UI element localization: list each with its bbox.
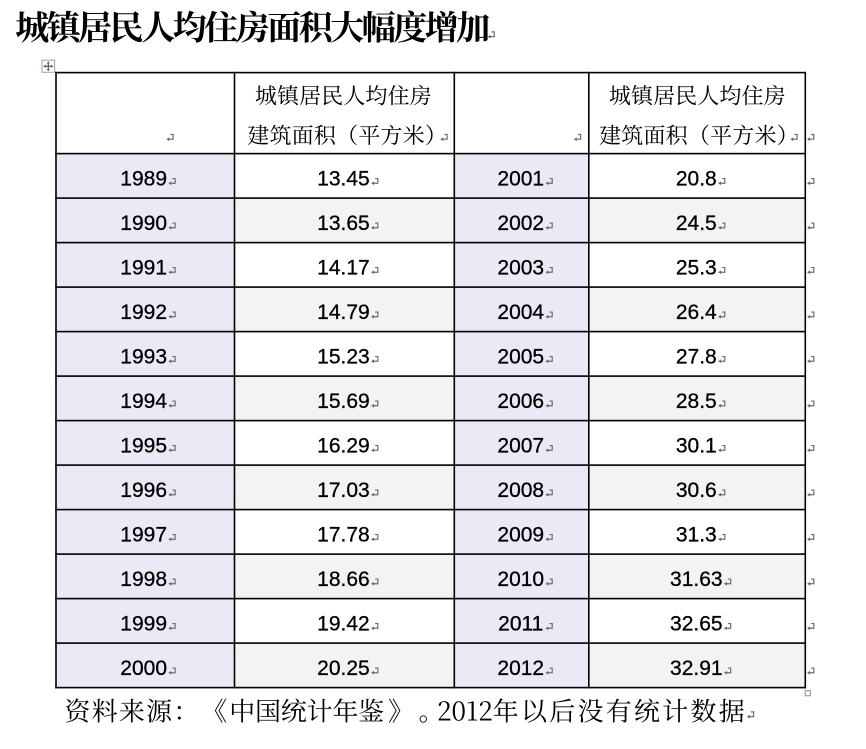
svg-text:13.65: 13.65 <box>317 212 370 235</box>
svg-text:1996: 1996 <box>120 479 167 502</box>
svg-text:2007: 2007 <box>497 435 544 458</box>
svg-text:1991: 1991 <box>120 257 167 280</box>
svg-text:17.03: 17.03 <box>317 479 370 502</box>
svg-text:1992: 1992 <box>120 301 167 324</box>
svg-text:14.17: 14.17 <box>317 257 370 280</box>
svg-text:16.29: 16.29 <box>317 435 370 458</box>
svg-text:32.65: 32.65 <box>670 613 723 636</box>
svg-text:1995: 1995 <box>120 435 167 458</box>
svg-text:27.8: 27.8 <box>676 346 717 369</box>
svg-text:2010: 2010 <box>497 568 544 591</box>
svg-text:17.78: 17.78 <box>317 524 370 547</box>
svg-text:19.42: 19.42 <box>317 613 370 636</box>
svg-text:2009: 2009 <box>497 524 544 547</box>
svg-text:31.3: 31.3 <box>676 524 717 547</box>
svg-text:2005: 2005 <box>497 346 544 369</box>
svg-text:28.5: 28.5 <box>676 390 717 413</box>
svg-text:2012: 2012 <box>497 657 544 680</box>
svg-text:32.91: 32.91 <box>670 657 723 680</box>
svg-text:26.4: 26.4 <box>676 301 717 324</box>
svg-text:15.69: 15.69 <box>317 390 370 413</box>
svg-text:1994: 1994 <box>120 390 167 413</box>
svg-text:25.3: 25.3 <box>676 257 717 280</box>
svg-text:1993: 1993 <box>120 346 167 369</box>
svg-text:2003: 2003 <box>497 257 544 280</box>
svg-text:2011: 2011 <box>498 613 543 636</box>
svg-text:30.6: 30.6 <box>676 479 717 502</box>
svg-text:20.8: 20.8 <box>676 168 717 191</box>
svg-text:2004: 2004 <box>497 301 544 324</box>
svg-text:14.79: 14.79 <box>317 301 370 324</box>
svg-text:1990: 1990 <box>120 212 167 235</box>
svg-text:2001: 2001 <box>497 168 544 191</box>
svg-text:1997: 1997 <box>120 524 167 547</box>
svg-text:2008: 2008 <box>497 479 544 502</box>
svg-text:18.66: 18.66 <box>317 568 370 591</box>
svg-text:1989: 1989 <box>120 168 167 191</box>
svg-text:1999: 1999 <box>120 613 167 636</box>
svg-text:13.45: 13.45 <box>317 168 370 191</box>
svg-text:20.25: 20.25 <box>317 657 370 680</box>
svg-text:15.23: 15.23 <box>317 346 370 369</box>
svg-text:30.1: 30.1 <box>676 435 717 458</box>
svg-text:24.5: 24.5 <box>676 212 717 235</box>
svg-text:2006: 2006 <box>497 390 544 413</box>
svg-text:31.63: 31.63 <box>670 568 723 591</box>
svg-text:1998: 1998 <box>120 568 167 591</box>
svg-text:2000: 2000 <box>120 657 167 680</box>
svg-text:2002: 2002 <box>497 212 544 235</box>
